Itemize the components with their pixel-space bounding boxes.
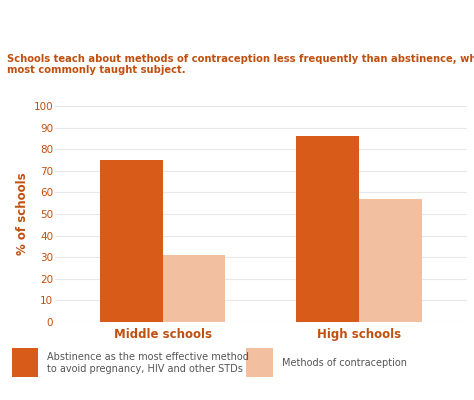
Text: Sex Education in Schools: Sex Education in Schools (7, 14, 221, 30)
FancyBboxPatch shape (246, 348, 273, 377)
Text: Schools teach about methods of contraception less frequently than abstinence, wh: Schools teach about methods of contracep… (7, 54, 474, 75)
Bar (163, 255, 225, 322)
Bar (296, 136, 359, 322)
Bar (359, 199, 422, 322)
Text: Methods of contraception: Methods of contraception (282, 358, 407, 368)
Bar (100, 160, 163, 322)
Text: Abstinence as the most effective method
to avoid pregnancy, HIV and other STDs: Abstinence as the most effective method … (47, 352, 249, 374)
Y-axis label: % of schools: % of schools (16, 173, 29, 255)
FancyBboxPatch shape (12, 348, 38, 377)
